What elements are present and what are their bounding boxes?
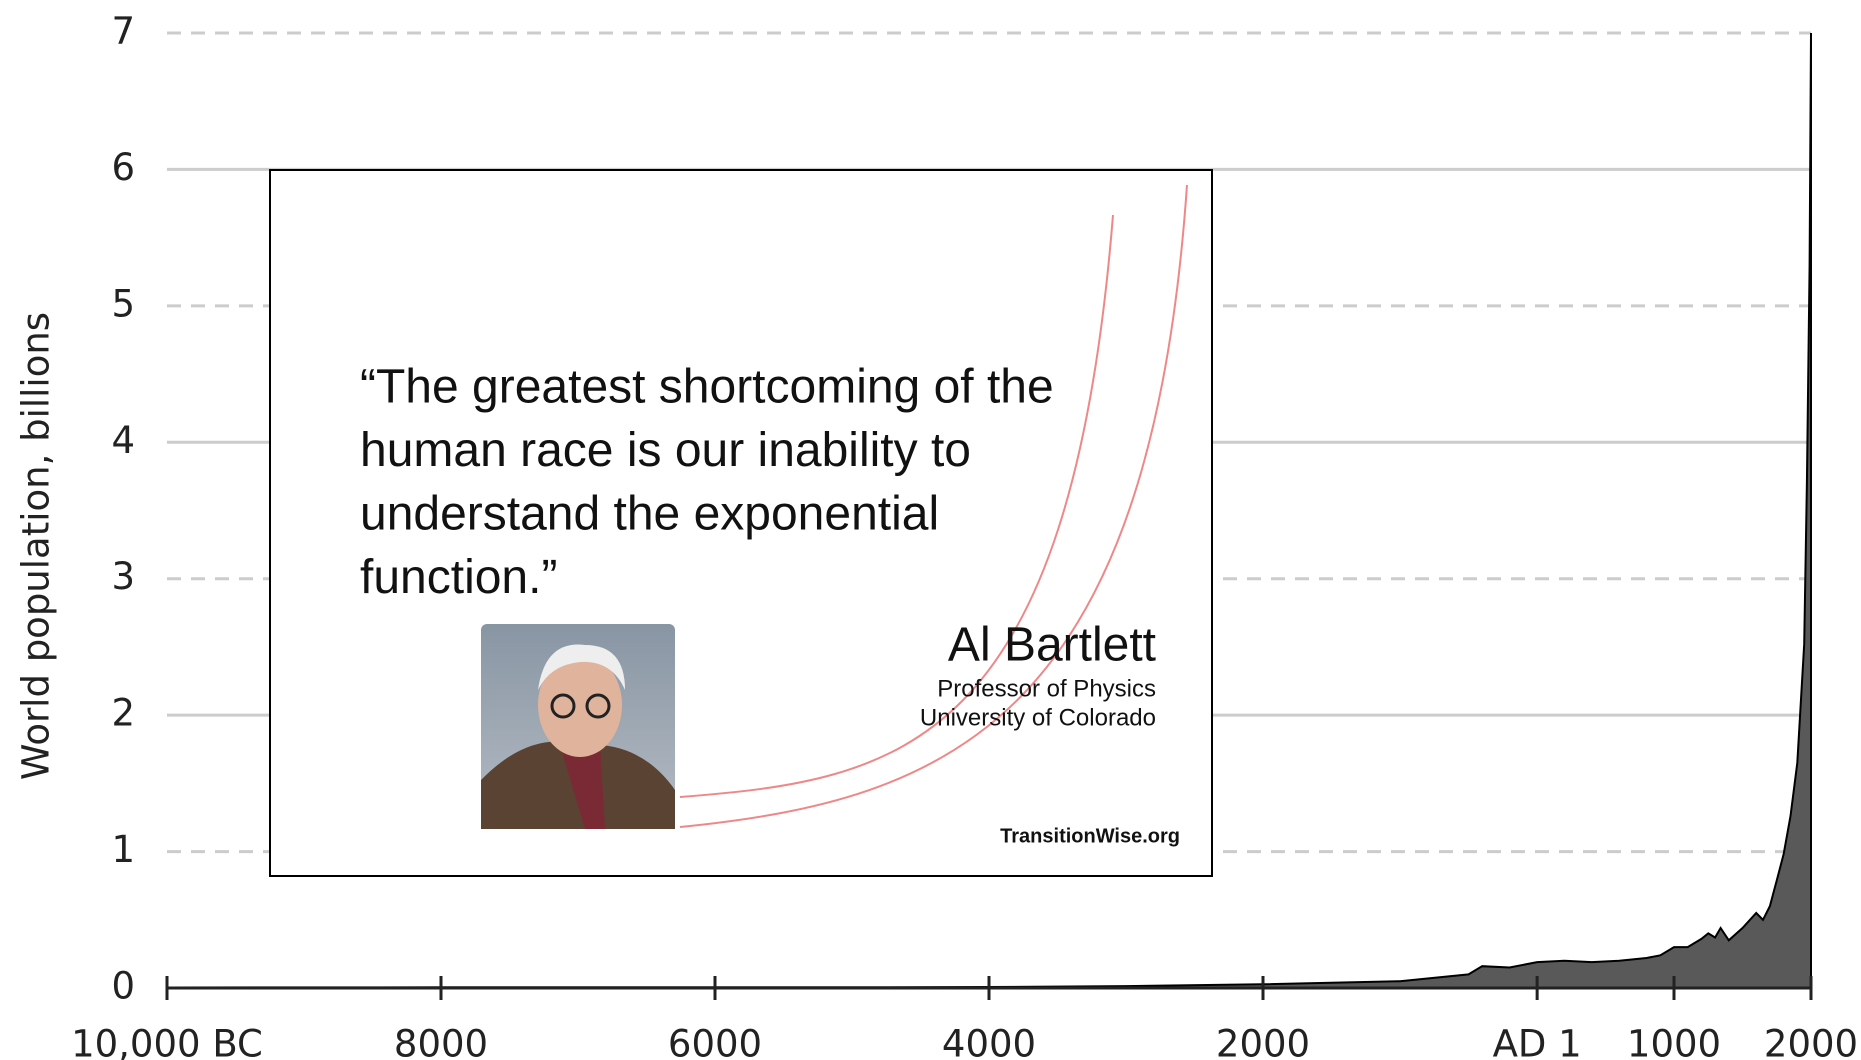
quote-line: “The greatest shortcoming of the	[360, 361, 1054, 414]
quote-line: understand the exponential	[360, 488, 939, 541]
author-role: Professor of Physics	[937, 675, 1156, 702]
author-institution: University of Colorado	[920, 704, 1156, 731]
y-tick-label: 6	[111, 146, 135, 189]
x-tick-label: AD 1	[1493, 1023, 1582, 1060]
decor-curve	[679, 214, 1114, 798]
source: TransitionWise.org	[1000, 825, 1180, 847]
quote: “The greatest shortcoming of the human ra…	[360, 361, 1054, 605]
inset-frame	[269, 169, 1213, 877]
author-name: Al Bartlett	[948, 619, 1156, 672]
decor-curve	[679, 184, 1188, 828]
y-tick-label: 4	[111, 419, 135, 462]
x-tick-label: 8000	[394, 1023, 488, 1060]
x-tick-label: 4000	[942, 1023, 1036, 1060]
quote-line: function.”	[360, 551, 557, 604]
quote-inset: “The greatest shortcoming of the human ra…	[269, 169, 1213, 877]
x-tick-label: 1000	[1627, 1023, 1721, 1060]
x-tick-label: 2000	[1216, 1023, 1310, 1060]
plot-area: 0 1 2 3 4 5 6 7 10,000 BC 8000 6000 4000 2000 AD 1 100…	[71, 10, 1858, 1060]
y-tick-label: 2	[111, 692, 135, 735]
y-tick-label: 3	[111, 555, 135, 598]
quote-line: human race is our inability to	[360, 424, 971, 477]
y-tick-label: 5	[111, 282, 135, 325]
x-tick-label: 6000	[668, 1023, 762, 1060]
x-tick-label: 10,000 BC	[71, 1023, 263, 1060]
y-tick-label: 1	[111, 828, 135, 871]
y-tick-label: 0	[111, 965, 135, 1008]
portrait-photo	[481, 624, 675, 829]
x-tick-label: 2000	[1764, 1023, 1858, 1060]
area	[166, 32, 1812, 989]
y-axis-label: World population, billions	[15, 312, 58, 780]
y-tick-label: 7	[111, 10, 135, 53]
